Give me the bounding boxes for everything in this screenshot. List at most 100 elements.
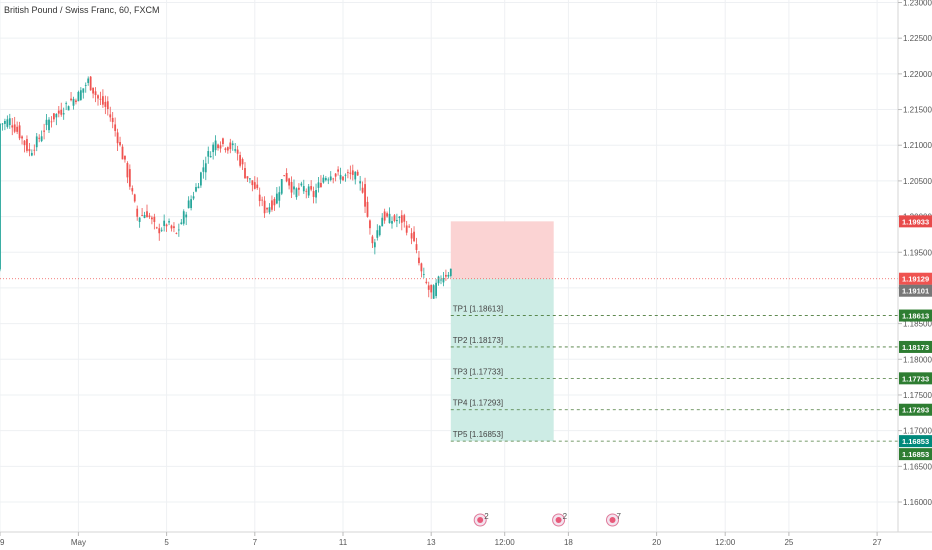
candle-body (285, 173, 288, 182)
candle-body (298, 187, 300, 190)
candle-body (378, 226, 381, 236)
candle-body (146, 211, 148, 218)
candle-body (442, 277, 445, 283)
candle-body (307, 186, 310, 196)
time-tick-label: 29 (0, 538, 5, 547)
candle-body (6, 119, 9, 127)
candle-body (234, 149, 237, 151)
candle-body (114, 124, 117, 131)
candle-body (445, 274, 447, 277)
tp-badge-3-bg (899, 372, 932, 385)
tp-badge-4-bg (899, 403, 932, 416)
candle-body (45, 119, 48, 126)
candle-body (30, 152, 33, 156)
take-profit-zone[interactable] (450, 278, 554, 442)
candle-body (38, 137, 41, 139)
candle-body (197, 186, 200, 189)
candle-body (121, 146, 124, 160)
candle-body (425, 281, 428, 283)
candle-body (376, 230, 379, 238)
price-tick-label: 1.18000 (903, 355, 932, 364)
candle-body (278, 192, 281, 201)
candle-body (263, 200, 266, 214)
candle-body (82, 88, 85, 93)
time-axis[interactable]: 29 May 5 7 11 13 12:00 18 20 12:00 25 27 (0, 531, 932, 547)
candle-body (268, 207, 271, 213)
candle-body (8, 118, 11, 126)
candle-body (388, 213, 391, 224)
candle-body (48, 119, 50, 131)
candle-body (0, 123, 1, 270)
stop-loss-zone[interactable] (450, 221, 554, 279)
candle-body (217, 144, 219, 149)
candle-body (290, 181, 293, 193)
candle-body (373, 242, 376, 248)
candle-body (253, 182, 256, 189)
tp-label-5: TP5 [1.16853] (453, 430, 503, 439)
event-count: 2 (563, 512, 568, 521)
candle-body (136, 208, 139, 217)
candle-body (170, 225, 173, 229)
candle-body (175, 233, 178, 234)
candle-body (349, 172, 352, 174)
candle-body (369, 220, 371, 229)
candle-body (26, 139, 28, 151)
candle-body (239, 155, 241, 166)
candle-body (185, 214, 188, 218)
candle-body (131, 188, 134, 192)
candle-body (354, 171, 357, 180)
candle-body (165, 224, 168, 227)
candle-body (347, 172, 349, 174)
price-tick-label: 1.20500 (903, 177, 932, 186)
candle-body (410, 233, 413, 239)
candle-body (435, 282, 437, 297)
candle-body (258, 194, 261, 201)
candle-body (116, 132, 119, 144)
candle-body (214, 140, 217, 151)
candle-body (138, 217, 141, 222)
candle-body (408, 226, 411, 228)
candle-body (418, 257, 420, 264)
candle-body (143, 214, 146, 218)
candle-body (305, 190, 308, 192)
candle-body (327, 179, 330, 181)
candle-body (23, 140, 26, 146)
candle-body (168, 221, 170, 223)
candle-body (126, 163, 129, 178)
candle-body (224, 148, 227, 150)
candle-body (151, 217, 153, 220)
position-zones[interactable] (450, 221, 554, 442)
tp5-secondary-badge-bg (899, 448, 932, 461)
candle-body (310, 186, 313, 190)
candle-body (386, 213, 388, 217)
candle-body (202, 167, 205, 172)
event-flag-icon (555, 517, 562, 523)
candle-body (396, 220, 398, 222)
event-markers[interactable]: 2 2 7 (473, 512, 622, 527)
bid-badge: 1.19101 (902, 287, 929, 296)
candle-body (84, 85, 87, 86)
candle-body (315, 190, 317, 198)
candle-body (329, 176, 332, 181)
candle-body (381, 217, 384, 227)
candle-body (106, 101, 109, 110)
candle-body (273, 198, 276, 206)
candle-body (4, 121, 6, 124)
tp-label-2: TP2 [1.18173] (453, 336, 503, 345)
candle-body (219, 145, 222, 149)
candle-body (430, 284, 433, 293)
candle-body (420, 263, 423, 272)
candle-body (102, 96, 104, 105)
candle-body (173, 226, 175, 229)
candle-body (62, 113, 65, 115)
candle-body (55, 113, 58, 118)
time-tick-label: 13 (427, 538, 436, 547)
event-count: 2 (484, 512, 489, 521)
candle-body (422, 274, 425, 275)
candle-body (432, 285, 435, 299)
candle-body (192, 196, 195, 199)
candle-body (35, 136, 38, 148)
tp-badge-5: 1.16853 (902, 437, 929, 446)
time-tick-label: 25 (784, 538, 793, 547)
